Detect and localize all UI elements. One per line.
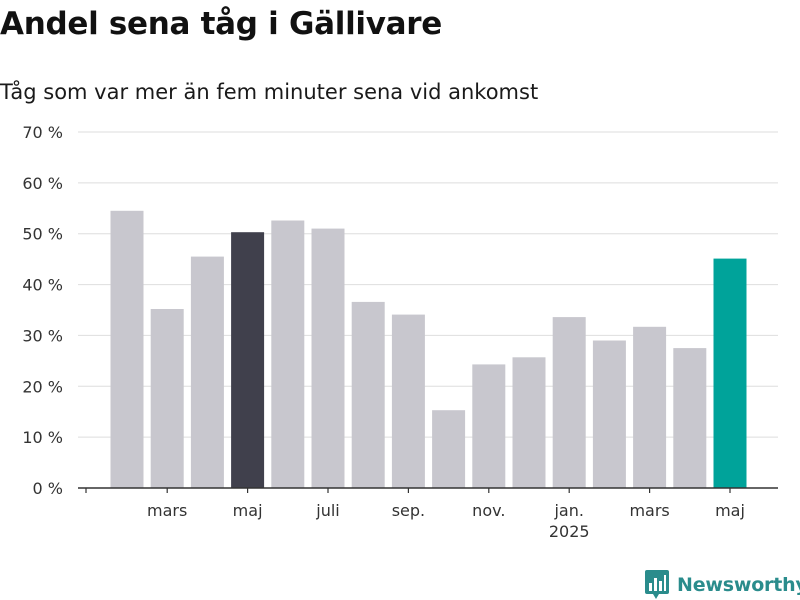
y-tick-label: 0 % <box>33 479 63 498</box>
bar-2025-03 <box>633 326 667 488</box>
x-tick-label: mars <box>629 501 669 520</box>
bar-2024-11 <box>472 364 506 488</box>
bar-2024-12 <box>512 357 546 488</box>
chart-title: Andel sena tåg i Gällivare <box>0 6 442 42</box>
bar-2024-10 <box>432 410 466 488</box>
bar-2024-03 <box>150 309 184 488</box>
bar-2025-02 <box>592 340 626 488</box>
bar-2024-07 <box>311 228 345 488</box>
bar-2024-05 <box>231 232 265 488</box>
bar-2025-01 <box>552 317 586 488</box>
chart-subtitle: Tåg som var mer än fem minuter sena vid … <box>0 80 539 104</box>
x-tick-label: maj <box>233 501 263 520</box>
x-tick-label: juli <box>315 501 339 520</box>
bar-2024-08 <box>351 301 385 488</box>
x-tick-label: nov. <box>472 501 505 520</box>
bar-2025-05 <box>713 258 747 488</box>
y-tick-label: 40 % <box>22 276 63 295</box>
x-tick-label: sep. <box>392 501 425 520</box>
x-tick-label: maj <box>715 501 745 520</box>
y-tick-label: 60 % <box>22 174 63 193</box>
x-tick-label: jan. <box>553 501 583 520</box>
y-tick-label: 50 % <box>22 225 63 244</box>
bar-2024-09 <box>391 314 425 488</box>
brand-name: Newsworthy <box>677 574 800 596</box>
bar-chart: 0 % 10 % 20 % 30 % 40 % 50 % 60 % 70 % mars maj j… <box>22 123 778 541</box>
newsworthy-logo-icon <box>645 570 669 599</box>
brand-logo: Newsworthy <box>645 570 800 600</box>
y-tick-label: 10 % <box>22 428 63 447</box>
y-tick-label: 20 % <box>22 377 63 396</box>
bar-2024-04 <box>190 256 224 488</box>
x-tick-label: mars <box>147 501 187 520</box>
bar-2024-06 <box>271 220 305 488</box>
bars <box>110 210 747 489</box>
bar-2024-02 <box>110 210 144 489</box>
bar-2025-04 <box>673 348 707 488</box>
y-axis: 0 % 10 % 20 % 30 % 40 % 50 % 60 % 70 % <box>22 123 63 498</box>
y-tick-label: 30 % <box>22 326 63 345</box>
y-tick-label: 70 % <box>22 123 63 142</box>
x-axis: mars maj juli sep. nov. jan. 2025 mars maj <box>78 487 778 541</box>
x-tick-sublabel: 2025 <box>549 522 590 541</box>
